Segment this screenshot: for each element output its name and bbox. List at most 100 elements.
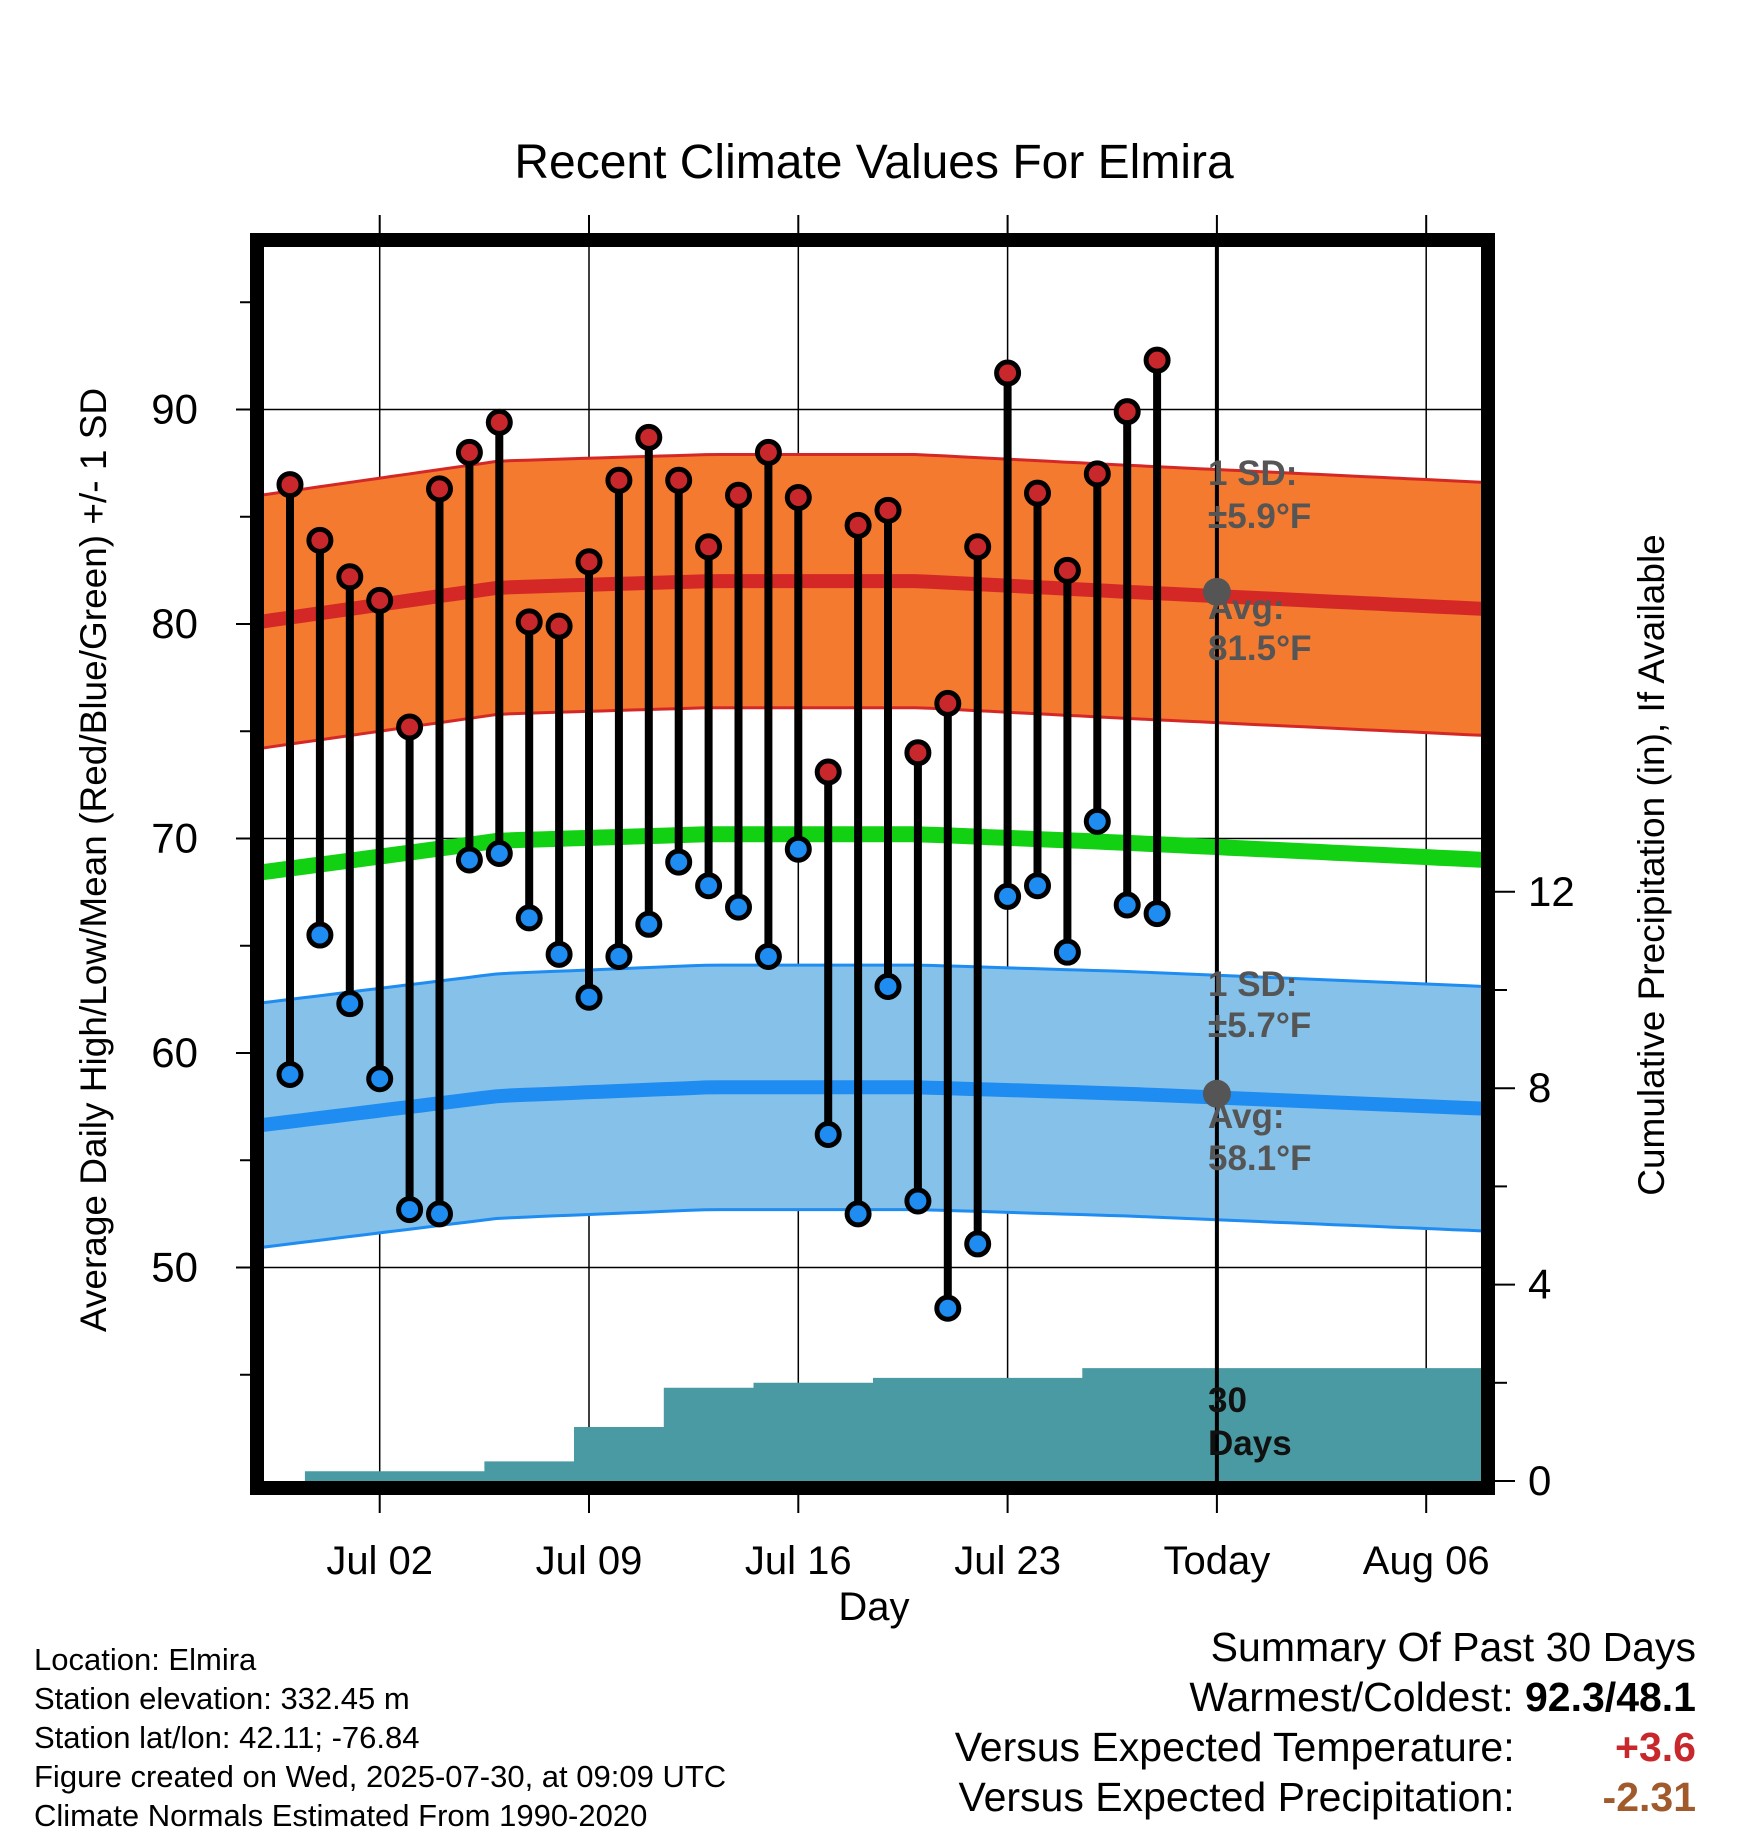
daily-high-point bbox=[665, 466, 693, 494]
low-sd-label: 1 SD: bbox=[1208, 965, 1297, 1004]
plot-frame bbox=[250, 233, 1495, 1495]
daily-high-point bbox=[1024, 479, 1051, 507]
daily-low-point bbox=[784, 835, 812, 863]
climate-chart: Recent Climate Values For Elmira 1 SD:±5… bbox=[73, 136, 1672, 1629]
daily-high-point bbox=[814, 758, 842, 786]
daily-low-point bbox=[844, 1200, 872, 1228]
high-band-upper-edge bbox=[264, 453, 1481, 497]
y2-axis-label: Cumulative Precipitation (in), If Availa… bbox=[1631, 534, 1672, 1196]
daily-high-point bbox=[485, 408, 513, 436]
daily-low-point bbox=[276, 1060, 304, 1088]
daily-high-point bbox=[575, 548, 603, 576]
daily-low-point bbox=[635, 910, 663, 938]
daily-low-point bbox=[366, 1065, 394, 1093]
elevation-text: Station elevation: 332.45 m bbox=[34, 1681, 410, 1716]
daily-high-point bbox=[306, 526, 334, 554]
daily-high-point bbox=[964, 533, 992, 561]
x-tick-label: Aug 06 bbox=[1363, 1539, 1490, 1583]
summary-temp-label: Versus Expected Temperature: bbox=[954, 1724, 1515, 1770]
summary-panel: Summary Of Past 30 Days Warmest/Coldest:… bbox=[955, 1622, 1696, 1822]
daily-low-point bbox=[1053, 938, 1081, 966]
y2-tick-label: 8 bbox=[1528, 1064, 1551, 1111]
daily-low-point bbox=[1143, 900, 1171, 928]
daily-high-point bbox=[844, 511, 872, 539]
precip-label-days: Days bbox=[1208, 1424, 1292, 1463]
daily-high-point bbox=[336, 563, 364, 591]
daily-high-point bbox=[784, 483, 812, 511]
high-avg-value: 81.5°F bbox=[1208, 629, 1312, 668]
daily-low-point bbox=[934, 1294, 962, 1322]
x-tick-label: Today bbox=[1164, 1539, 1271, 1583]
summary-precip-label: Versus Expected Precipitation: bbox=[958, 1774, 1515, 1820]
daily-high-point bbox=[276, 471, 304, 499]
daily-high-point bbox=[695, 533, 723, 561]
x-tick-label: Jul 23 bbox=[954, 1539, 1061, 1583]
daily-high-point bbox=[874, 496, 902, 524]
mean-average-line bbox=[264, 826, 1481, 881]
low-band-lower-edge bbox=[264, 1208, 1481, 1249]
low-average-marker bbox=[1202, 1079, 1231, 1108]
y-axis-label: Average Daily High/Low/Mean (Red/Blue/Gr… bbox=[73, 388, 114, 1332]
high-band-lower-edge bbox=[264, 706, 1481, 750]
daily-high-point bbox=[545, 612, 573, 640]
normals-text: Climate Normals Estimated From 1990-2020 bbox=[34, 1798, 648, 1833]
high-average-marker bbox=[1202, 577, 1231, 606]
daily-low-point bbox=[695, 872, 723, 900]
normal-bands bbox=[264, 453, 1481, 1481]
daily-high-point bbox=[1143, 346, 1171, 374]
daily-low-point bbox=[545, 940, 573, 968]
daily-low-point bbox=[1113, 891, 1141, 919]
location-text: Location: Elmira bbox=[34, 1642, 257, 1677]
y2-tick-label: 12 bbox=[1528, 868, 1575, 915]
daily-low-point bbox=[426, 1200, 453, 1228]
y-tick-label: 90 bbox=[151, 386, 198, 433]
daily-low-point bbox=[575, 983, 603, 1011]
low-avg-value: 58.1°F bbox=[1208, 1139, 1312, 1178]
x-tick-label: Jul 16 bbox=[745, 1539, 852, 1583]
high-avg-label: Avg: bbox=[1208, 588, 1284, 627]
y-tick-label: 60 bbox=[151, 1029, 198, 1076]
daily-low-point bbox=[665, 848, 693, 876]
daily-high-point bbox=[515, 608, 543, 636]
daily-low-point bbox=[754, 942, 782, 970]
station-info: Location: Elmira Station elevation: 332.… bbox=[34, 1640, 726, 1835]
daily-low-point bbox=[396, 1196, 424, 1224]
daily-high-point bbox=[635, 423, 663, 451]
daily-low-point bbox=[904, 1187, 932, 1215]
created-text: Figure created on Wed, 2025-07-30, at 09… bbox=[34, 1759, 727, 1794]
daily-high-point bbox=[1053, 556, 1081, 584]
daily-low-point bbox=[306, 921, 334, 949]
y2-tick-label: 4 bbox=[1528, 1261, 1551, 1308]
daily-low-point bbox=[814, 1121, 842, 1149]
chart-title: Recent Climate Values For Elmira bbox=[514, 136, 1234, 189]
daily-high-point bbox=[904, 739, 932, 767]
summary-precip-value: -2.31 bbox=[1602, 1774, 1696, 1820]
low-band bbox=[264, 965, 1481, 1248]
daily-high-point bbox=[1113, 398, 1141, 426]
summary-warmest-row: Warmest/Coldest: 92.3/48.1 bbox=[955, 1672, 1696, 1722]
y2-tick-label: 0 bbox=[1528, 1457, 1551, 1504]
x-axis-label: Day bbox=[838, 1585, 909, 1629]
high-band bbox=[264, 454, 1481, 748]
y-tick-label: 50 bbox=[151, 1244, 198, 1291]
y-tick-label: 80 bbox=[151, 600, 198, 647]
precipitation-area bbox=[275, 1368, 1481, 1481]
daily-low-point bbox=[485, 840, 513, 868]
daily-high-point bbox=[455, 438, 483, 466]
daily-low-point bbox=[605, 942, 633, 970]
summary-temp-value: +3.6 bbox=[1615, 1724, 1696, 1770]
summary-temp-row: Versus Expected Temperature: +3.6 bbox=[955, 1722, 1696, 1772]
low-sd-value: ±5.7°F bbox=[1208, 1006, 1311, 1045]
daily-low-point bbox=[964, 1230, 992, 1258]
summary-warmest-value: 92.3/48.1 bbox=[1525, 1674, 1696, 1720]
low-avg-label: Avg: bbox=[1208, 1097, 1284, 1136]
daily-high-point bbox=[994, 359, 1022, 387]
grid bbox=[264, 247, 1481, 1481]
daily-low-point bbox=[994, 882, 1022, 910]
y-tick-label: 70 bbox=[151, 815, 198, 862]
daily-low-point bbox=[874, 973, 902, 1001]
daily-low-point bbox=[1083, 807, 1111, 835]
daily-low-point bbox=[455, 846, 483, 874]
high-sd-label: 1 SD: bbox=[1208, 454, 1297, 493]
